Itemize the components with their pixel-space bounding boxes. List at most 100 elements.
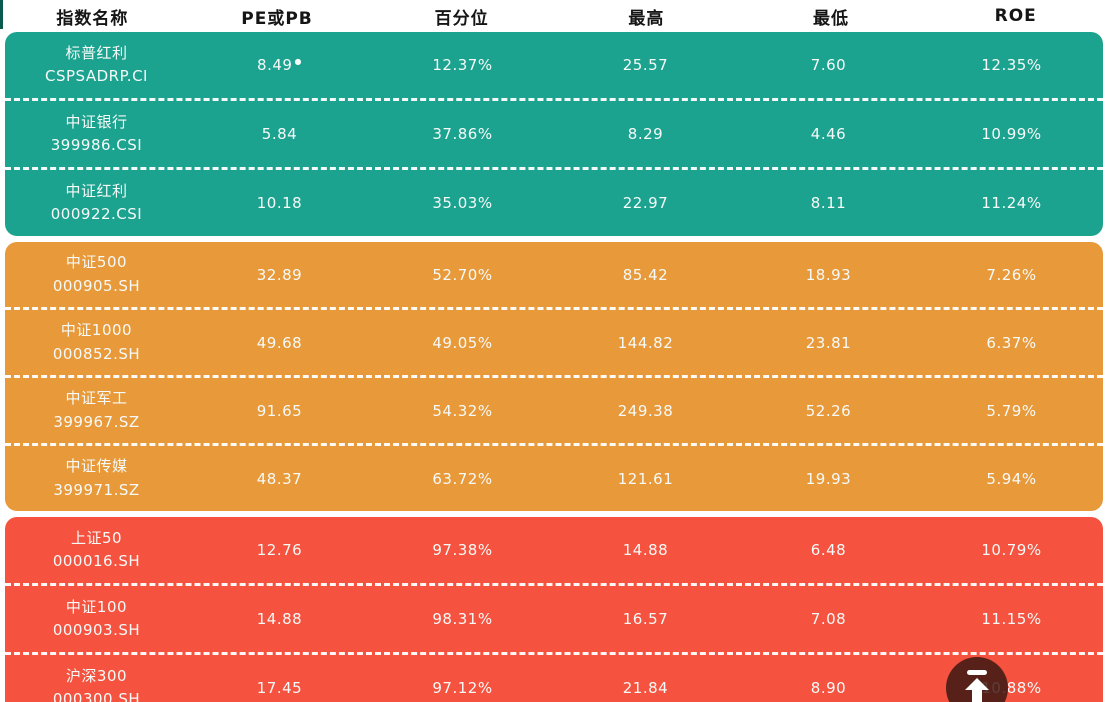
roe-cell: 5.79% [986,401,1037,420]
index-name-cell: 中证红利 000922.CSI [5,180,188,227]
index-code: 000852.SH [52,344,141,363]
roe-cell: 10.79% [981,541,1042,559]
roe-cell: 11.15% [981,610,1042,628]
group-mid-valuation: 中证500 000905.SH 32.89 52.70% 85.42 18.93 7.26%… [5,242,1103,511]
index-name: 中证1000 [60,321,133,340]
low-cell: 7.08 [810,610,847,628]
index-name: 中证军工 [65,389,128,408]
pe-value: 32.89 [256,265,303,284]
pe-value: 48.37 [256,469,303,488]
high-cell: 14.88 [622,541,669,559]
index-name-cell: 中证军工 399967.SZ [5,387,188,434]
column-header: 百分位 [434,8,489,29]
table-row[interactable]: 中证传媒 399971.SZ 48.37 63.72% 121.61 19.93 5.94% [5,443,1103,511]
index-name-cell: 中证传媒 399971.SZ [5,455,188,502]
index-code: 000300.SH [52,690,141,702]
table-header: 指数名称 PE或PB 百分位 最高 最低 ROE [0,0,1108,32]
table-row[interactable]: 上证50 000016.SH 12.76 97.38% 14.88 6.48 10.79% [5,517,1103,583]
table-row[interactable]: 中证100 000903.SH 14.88 98.31% 16.57 7.08 11.15% [5,583,1103,652]
pe-footnote-dot: ● [294,57,302,66]
index-code: 000905.SH [52,276,141,295]
pe-value: 8.49 [257,56,293,74]
high-cell: 121.61 [617,469,674,488]
index-code: CSPSADRP.CI [45,67,148,85]
high-cell: 144.82 [617,333,674,352]
pe-cell: 8.49 ● [188,56,371,74]
percentile-cell: 98.31% [432,610,493,628]
pe-cell: 91.65 [188,402,371,420]
pe-value: 12.76 [256,541,303,559]
pe-cell: 48.37 [188,470,371,488]
pe-value: 91.65 [256,401,303,420]
roe-cell: 7.26% [986,265,1037,284]
index-code: 399967.SZ [53,412,140,431]
index-name-cell: 中证银行 399986.CSI [5,111,188,158]
index-name: 沪深300 [65,666,128,685]
index-code: 000016.SH [52,552,141,570]
pe-cell: 14.88 [188,610,371,628]
pe-cell: 12.76 [188,541,371,559]
high-cell: 25.57 [622,56,669,74]
group-low-valuation: 标普红利 CSPSADRP.CI 8.49 ● 12.37% 25.57 7.60 12.35… [5,32,1103,236]
pe-value: 17.45 [256,679,303,697]
index-name-cell: 中证100 000903.SH [5,596,188,643]
low-cell: 18.93 [805,265,852,284]
index-name: 中证银行 [65,112,128,131]
table-row[interactable]: 中证1000 000852.SH 49.68 49.05% 144.82 23.81 6.3… [5,307,1103,375]
table-row[interactable]: 中证500 000905.SH 32.89 52.70% 85.42 18.93 7.26% [5,242,1103,307]
low-cell: 4.46 [810,125,847,143]
table-row[interactable]: 标普红利 CSPSADRP.CI 8.49 ● 12.37% 25.57 7.60 12.35… [5,32,1103,98]
pe-cell: 5.84 [188,125,371,143]
index-name: 上证50 [70,528,123,547]
column-header: 指数名称 [56,8,129,29]
low-cell: 8.90 [810,679,847,697]
pe-value: 5.84 [261,125,298,143]
roe-cell: 6.37% [986,333,1037,352]
high-cell: 85.42 [622,265,669,284]
roe-cell: 5.94% [986,469,1037,488]
table-row[interactable]: 中证银行 399986.CSI 5.84 37.86% 8.29 4.46 10.99% [5,98,1103,167]
percentile-cell: 97.12% [432,679,493,697]
pe-value: 10.18 [256,194,303,212]
index-name: 中证500 [65,253,128,272]
group-high-valuation: 上证50 000016.SH 12.76 97.38% 14.88 6.48 10.79% 中… [5,517,1103,702]
low-cell: 8.11 [810,194,847,212]
low-cell: 19.93 [805,469,852,488]
index-code: 399986.CSI [50,136,143,154]
table-row[interactable]: 中证军工 399967.SZ 91.65 54.32% 249.38 52.26 5.79% [5,375,1103,443]
back-to-top-button[interactable] [946,657,1008,702]
percentile-cell: 49.05% [432,333,493,352]
percentile-cell: 63.72% [432,469,493,488]
index-code: 399971.SZ [53,480,140,499]
high-cell: 16.57 [622,610,669,628]
index-name-cell: 上证50 000016.SH [5,527,188,574]
low-cell: 52.26 [805,401,852,420]
table-body: 标普红利 CSPSADRP.CI 8.49 ● 12.37% 25.57 7.60 12.35… [0,32,1108,702]
scroll-to-top-icon [962,669,992,702]
pe-value: 49.68 [256,333,303,352]
low-cell: 7.60 [810,56,847,74]
column-header: ROE [994,6,1037,26]
pe-cell: 10.18 [188,194,371,212]
high-cell: 21.84 [622,679,669,697]
pe-cell: 32.89 [188,266,371,284]
roe-cell: 11.24% [981,194,1042,212]
percentile-cell: 12.37% [432,56,493,74]
pe-value: 14.88 [256,610,303,628]
index-code: 000922.CSI [50,205,143,223]
table-row[interactable]: 中证红利 000922.CSI 10.18 35.03% 22.97 8.11 11.24% [5,167,1103,236]
low-cell: 6.48 [810,541,847,559]
index-name-cell: 中证1000 000852.SH [5,319,188,366]
index-name: 中证传媒 [65,457,128,476]
index-code: 000903.SH [52,621,141,639]
column-header: 最高 [628,8,665,29]
roe-cell: 12.35% [981,56,1042,74]
index-name-cell: 沪深300 000300.SH [5,665,188,702]
left-edge-artifact [0,0,3,29]
percentile-cell: 54.32% [432,401,493,420]
table-row[interactable]: 沪深300 000300.SH 17.45 97.12% 21.84 8.90 10.88% [5,652,1103,702]
percentile-cell: 52.70% [432,265,493,284]
index-name: 中证100 [65,597,128,616]
percentile-cell: 37.86% [432,125,493,143]
